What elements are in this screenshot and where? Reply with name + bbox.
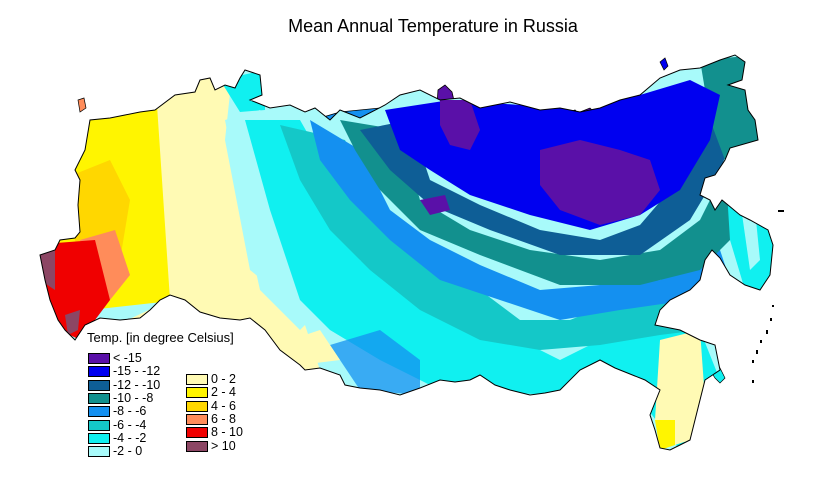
kaliningrad xyxy=(77,97,87,113)
legend-item: -12 - -10 xyxy=(88,377,161,392)
legend-label: -10 - -8 xyxy=(113,391,154,406)
legend-item: 0 - 2 xyxy=(186,373,243,386)
legend-item: -4 - -2 xyxy=(88,430,160,445)
legend-warm-classes: 0 - 2 2 - 4 4 - 6 6 - 8 8 - 10 > 10 xyxy=(186,373,243,453)
legend-item: -15 - -12 xyxy=(88,365,160,378)
legend-label: 4 - 6 xyxy=(211,398,237,413)
legend-item: -8 - -6 xyxy=(88,405,160,418)
legend-swatch xyxy=(186,440,208,452)
legend-swatch xyxy=(186,414,208,426)
legend-label: -12 - -10 xyxy=(113,377,161,392)
legend-swatch xyxy=(186,374,208,386)
legend-label: -2 - 0 xyxy=(113,444,143,459)
legend-swatch xyxy=(88,406,110,418)
legend-label: 8 - 10 xyxy=(211,425,243,440)
legend-item: < -15 xyxy=(88,352,160,365)
legend-item: -10 - -8 xyxy=(88,392,160,405)
legend-swatch xyxy=(88,419,110,431)
legend-label: -6 - -4 xyxy=(113,417,147,432)
legend-item: 6 - 8 xyxy=(186,413,243,426)
legend-swatch xyxy=(88,446,110,458)
legend-label: -8 - -6 xyxy=(113,404,147,419)
legend-title: Temp. [in degree Celsius] xyxy=(87,330,234,345)
legend-label: > 10 xyxy=(211,438,236,453)
legend-swatch xyxy=(88,353,110,365)
legend-label: 0 - 2 xyxy=(211,372,237,387)
legend-label: 6 - 8 xyxy=(211,412,237,427)
legend-label: < -15 xyxy=(113,351,142,366)
legend-item: 8 - 10 xyxy=(186,426,243,439)
legend-item: -6 - -4 xyxy=(88,418,160,431)
legend-swatch xyxy=(88,393,110,405)
legend-item: 4 - 6 xyxy=(186,398,243,413)
legend-swatch xyxy=(186,400,208,412)
legend-swatch xyxy=(88,379,110,391)
map-title: Mean Annual Temperature in Russia xyxy=(288,16,578,36)
legend-label: -15 - -12 xyxy=(113,364,161,379)
legend-swatch xyxy=(88,432,110,444)
legend-item: -2 - 0 xyxy=(88,445,160,458)
legend-item: > 10 xyxy=(186,439,243,452)
legend-item: 2 - 4 xyxy=(186,386,243,399)
legend-swatch xyxy=(186,387,208,399)
legend-swatch xyxy=(88,366,110,378)
legend-label: -4 - -2 xyxy=(113,430,147,445)
legend-swatch xyxy=(186,427,208,439)
legend-cold-classes: < -15 -15 - -12 -12 - -10 -10 - -8 -8 - … xyxy=(88,352,160,458)
legend-label: 2 - 4 xyxy=(211,385,237,400)
